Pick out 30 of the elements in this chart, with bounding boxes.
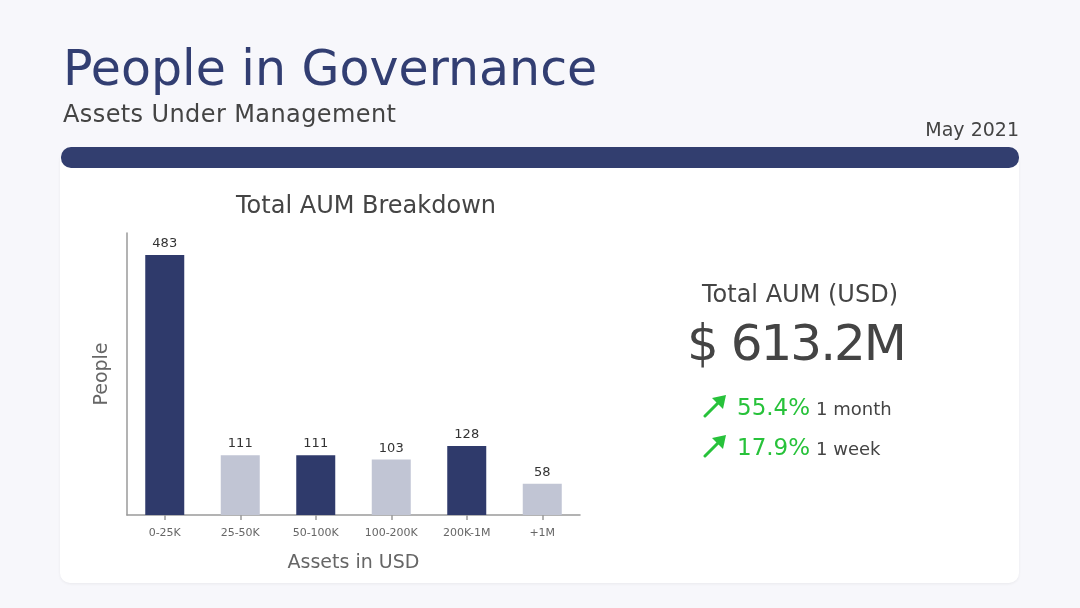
data-label: 128 [454, 426, 480, 442]
y-axis-title: People [88, 342, 111, 406]
text: Total AUM (USD) [701, 280, 899, 308]
text: Assets Under Management [63, 100, 397, 128]
data-label: 483 [152, 235, 178, 251]
x-tick-label: 0-25K [148, 526, 182, 539]
data-label: 103 [378, 439, 404, 455]
text: 1 week [816, 438, 881, 459]
text: 17.9% [737, 434, 811, 460]
data-label: 111 [303, 435, 329, 451]
text: 1 month [816, 398, 892, 419]
x-tick-label: 50-100K [292, 526, 340, 539]
bar [522, 483, 562, 515]
x-tick-label: 200K-1M [442, 526, 491, 539]
x-tick-label: 25-50K [220, 526, 261, 539]
text: May 2021 [925, 118, 1019, 140]
chart-title: Total AUM Breakdown [235, 191, 496, 219]
text: 55.4% [737, 394, 811, 420]
x-tick-label: +1M [529, 526, 556, 539]
bar [220, 455, 260, 515]
bar [371, 459, 411, 515]
data-label: 58 [533, 463, 551, 479]
x-axis-title: Assets in USD [287, 549, 420, 572]
text: People in Governance [63, 40, 598, 97]
data-label: 111 [227, 435, 253, 451]
bar [447, 446, 487, 515]
x-tick-label: 100-200K [364, 526, 419, 539]
bar [145, 255, 185, 515]
bar [296, 455, 336, 515]
text: $ 613.2M [686, 314, 906, 372]
